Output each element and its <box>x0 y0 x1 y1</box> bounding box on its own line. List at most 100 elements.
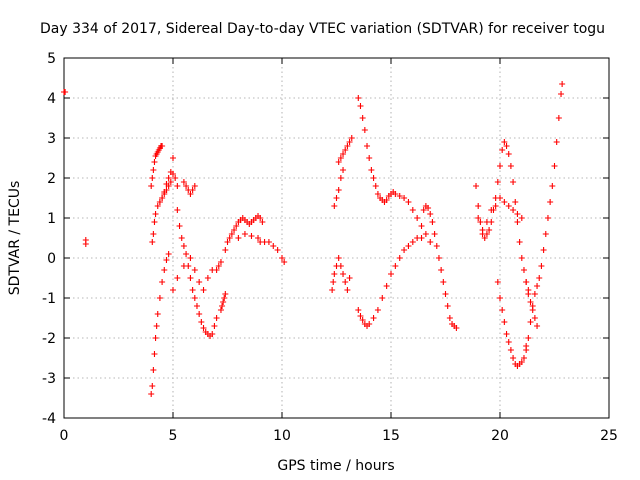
data-point <box>217 307 224 313</box>
data-point <box>219 303 226 309</box>
data-point <box>510 179 517 185</box>
data-point <box>163 187 170 193</box>
data-point <box>346 139 353 145</box>
y-tick-label: 2 <box>47 171 56 187</box>
data-point <box>265 239 272 245</box>
data-point <box>505 203 512 209</box>
data-point <box>176 223 183 229</box>
data-point <box>270 243 277 249</box>
data-point <box>355 95 362 101</box>
data-point <box>501 319 508 325</box>
data-point <box>520 355 527 361</box>
y-tick-label: 5 <box>47 51 56 67</box>
data-point <box>507 347 514 353</box>
data-points <box>61 81 566 397</box>
data-point <box>420 207 427 213</box>
data-point <box>174 207 181 213</box>
data-point <box>374 307 381 313</box>
data-point <box>486 227 493 233</box>
data-point <box>383 283 390 289</box>
data-point <box>170 287 176 293</box>
data-point <box>529 307 536 313</box>
data-point <box>344 287 351 293</box>
data-point <box>547 199 554 205</box>
data-point <box>405 199 412 205</box>
data-point <box>170 171 176 177</box>
data-point <box>335 159 342 165</box>
data-point <box>512 199 519 205</box>
data-point <box>174 183 181 189</box>
data-point <box>180 179 187 185</box>
data-point <box>525 291 532 297</box>
x-tick-label: 25 <box>600 428 618 444</box>
data-point <box>154 311 161 317</box>
data-point <box>228 231 235 237</box>
data-point <box>374 191 381 197</box>
data-point <box>368 167 375 173</box>
data-point <box>396 193 403 199</box>
data-point <box>200 287 207 293</box>
data-point <box>366 155 373 161</box>
data-point <box>170 155 176 161</box>
data-point <box>357 313 364 319</box>
data-point <box>558 91 565 97</box>
data-point <box>279 255 285 261</box>
data-point <box>497 195 503 201</box>
y-tick-label: 4 <box>47 91 56 107</box>
data-point <box>165 183 172 189</box>
data-point <box>534 323 541 329</box>
data-point <box>149 175 156 181</box>
data-point <box>148 183 155 189</box>
data-point <box>198 319 205 325</box>
data-point <box>213 267 220 273</box>
data-point <box>153 323 160 329</box>
data-point <box>425 205 432 211</box>
y-tick-label: -2 <box>42 331 56 347</box>
y-tick-label: -3 <box>42 371 56 387</box>
data-point <box>372 183 379 189</box>
data-point <box>553 139 560 145</box>
data-point <box>204 275 211 281</box>
data-point <box>510 207 517 213</box>
data-point <box>331 271 338 277</box>
data-point <box>510 355 517 361</box>
data-point <box>165 251 172 257</box>
data-point <box>523 279 530 285</box>
data-point <box>151 219 158 225</box>
data-point <box>477 219 484 225</box>
data-point <box>340 167 347 173</box>
data-point <box>438 267 445 273</box>
data-point <box>161 191 168 197</box>
data-point <box>479 227 486 233</box>
data-point <box>494 279 501 285</box>
data-point <box>346 275 353 281</box>
data-point <box>427 239 434 245</box>
data-point <box>492 203 499 209</box>
data-point <box>150 367 157 373</box>
data-point <box>196 279 203 285</box>
data-point <box>392 263 399 269</box>
data-point <box>159 143 166 149</box>
data-point <box>401 195 408 201</box>
data-point <box>435 255 442 261</box>
data-point <box>507 163 514 169</box>
data-point <box>431 231 438 237</box>
data-point <box>151 159 158 165</box>
x-tick-label: 10 <box>273 428 291 444</box>
data-point <box>335 255 342 261</box>
data-point <box>499 147 506 153</box>
data-point <box>355 307 362 313</box>
data-point <box>429 219 436 225</box>
data-point <box>481 235 488 241</box>
data-point <box>453 325 460 331</box>
y-tick-label: 0 <box>47 251 56 267</box>
data-point <box>161 267 168 273</box>
data-point <box>499 307 506 313</box>
data-point <box>191 267 198 273</box>
data-point <box>222 291 229 297</box>
data-point <box>259 219 266 225</box>
chart-title: Day 334 of 2017, Sidereal Day-to-day VTE… <box>40 21 605 37</box>
data-point <box>518 215 525 221</box>
data-point <box>523 343 530 349</box>
data-point <box>180 243 187 249</box>
